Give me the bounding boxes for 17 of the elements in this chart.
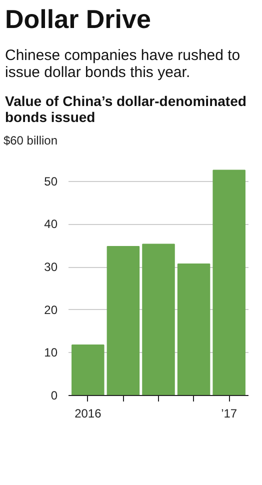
- y-tick-label: $60 billion: [3, 133, 58, 148]
- y-tick-label: 50: [44, 174, 58, 188]
- bar: [142, 243, 175, 396]
- y-tick-label: 40: [44, 216, 58, 231]
- x-tick-label: 2016: [74, 406, 102, 420]
- y-tick-label: 10: [44, 345, 58, 360]
- chart-title: Dollar Drive: [5, 4, 151, 35]
- y-axis-title: Value of China’s dollar-denominated bonds issued: [5, 93, 248, 126]
- chart-subtitle: Chinese companies have rushed to issue dollar bonds this year.: [5, 46, 242, 82]
- bar: [212, 169, 246, 396]
- y-tick-label: 20: [44, 302, 58, 316]
- bar: [72, 344, 104, 396]
- y-tick-label: 30: [44, 260, 58, 274]
- bar: [106, 246, 140, 396]
- x-tick-label: ’17: [221, 406, 238, 420]
- y-tick-label: 0: [50, 388, 58, 402]
- bar: [177, 263, 210, 396]
